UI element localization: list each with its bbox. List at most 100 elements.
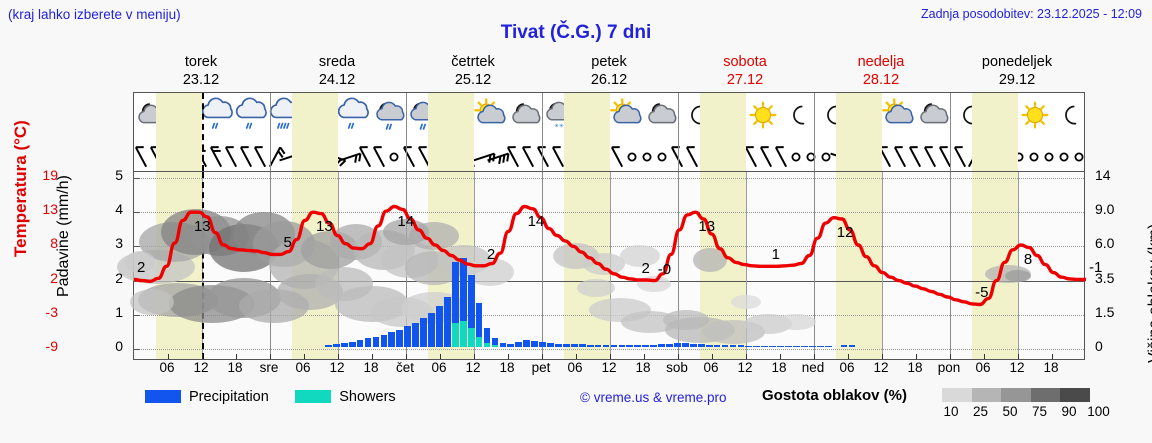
horizontal-gridline bbox=[134, 280, 1084, 282]
cloud-density-scale-label: 90 bbox=[1061, 404, 1077, 419]
cloud-height-tick-label: 0 bbox=[1095, 338, 1103, 354]
day-separator bbox=[950, 172, 951, 359]
precipitation-legend-label: Precipitation bbox=[189, 388, 269, 405]
weather-icon-cloud-rain bbox=[336, 97, 374, 135]
wind-barb bbox=[367, 139, 391, 172]
precipitation-bar bbox=[325, 345, 332, 347]
x-axis-tick bbox=[916, 354, 917, 359]
x-axis-tick-label: pon bbox=[937, 360, 961, 375]
axis-tick bbox=[134, 246, 140, 248]
x-axis-tick-label: 06 bbox=[975, 360, 991, 375]
wind-barb bbox=[219, 139, 243, 172]
precipitation-bar bbox=[547, 342, 554, 347]
precipitation-bar bbox=[737, 345, 745, 347]
precipitation-bar bbox=[380, 335, 388, 347]
current-time-line bbox=[202, 93, 204, 171]
precipitation-bar bbox=[451, 261, 459, 347]
x-axis-tick bbox=[406, 354, 407, 359]
wind-calm-symbol bbox=[1052, 139, 1076, 172]
precipitation-bar bbox=[396, 329, 404, 347]
temperature-tick-label: -3 bbox=[45, 303, 58, 320]
x-axis-tick bbox=[950, 354, 951, 359]
weather-icon-moon-cloud-rain bbox=[370, 97, 408, 135]
daylight-band bbox=[972, 93, 1018, 171]
precipitation-bar bbox=[515, 341, 523, 347]
temperature-tick-label: 19 bbox=[42, 167, 58, 183]
precipitation-bar bbox=[475, 302, 483, 347]
daylight-band bbox=[564, 93, 610, 171]
wind-barb bbox=[948, 139, 972, 172]
x-axis-tick bbox=[678, 354, 679, 359]
x-axis-tick-label: 12 bbox=[873, 360, 889, 375]
wind-barb bbox=[501, 139, 525, 172]
wind-barb bbox=[263, 139, 287, 172]
horizontal-gridline bbox=[134, 212, 1084, 214]
x-axis-tick-label: sob bbox=[666, 360, 688, 375]
day-date-label: 23.12 bbox=[182, 72, 220, 88]
temperature-tick-label: 2 bbox=[50, 269, 58, 286]
wind-calm-symbol bbox=[382, 139, 406, 172]
x-axis-labels: 06 12 18 sre 06 12 18 čet 06 12 18 pet 06 12 18 sob 06 12… bbox=[133, 360, 1085, 378]
day-name-label: torek bbox=[184, 54, 218, 70]
temperature-tick-label: 13 bbox=[42, 201, 58, 218]
showers-bar bbox=[451, 323, 459, 347]
cloud-density-scale-step bbox=[1001, 388, 1031, 402]
precipitation-bar bbox=[499, 342, 507, 347]
precipitation-bar bbox=[602, 344, 610, 347]
weather-icon-sun-cloud bbox=[608, 97, 646, 135]
noon-gridline bbox=[882, 172, 883, 359]
precipitation-bar bbox=[824, 346, 832, 347]
showers-bar bbox=[483, 342, 491, 347]
precipitation-bar bbox=[586, 344, 594, 347]
x-axis-tick-label: 06 bbox=[295, 360, 311, 375]
temperature-value-label: 14 bbox=[527, 212, 545, 230]
temperature-value-label: -0 bbox=[657, 260, 672, 278]
precipitation-tick-label: 5 bbox=[115, 167, 123, 183]
cloud-density-scale-labels: 10 25 50 75 90 100 bbox=[936, 404, 1109, 420]
temperature-value-label: 13 bbox=[193, 218, 211, 236]
temperature-value-label: -1 bbox=[1089, 259, 1103, 277]
precipitation-bar bbox=[531, 340, 538, 347]
wind-calm-symbol bbox=[1067, 139, 1091, 172]
x-axis-tick bbox=[440, 354, 441, 359]
cloud-density-scale-label: 75 bbox=[1031, 404, 1048, 419]
day-date-label: 26.12 bbox=[590, 72, 628, 88]
temperature-value-label: 8 bbox=[1023, 251, 1033, 269]
precipitation-swatch bbox=[145, 390, 181, 404]
wind-barb bbox=[353, 139, 377, 172]
precipitation-bar bbox=[356, 340, 364, 347]
x-axis-tick-label: ned bbox=[801, 360, 825, 375]
precipitation-bar bbox=[420, 317, 427, 347]
axis-tick bbox=[134, 349, 140, 350]
day-separator bbox=[814, 172, 815, 359]
precipitation-bar bbox=[539, 341, 546, 347]
day-separator bbox=[950, 93, 951, 171]
x-axis-tick-label: 12 bbox=[737, 360, 753, 375]
precipitation-bar bbox=[650, 344, 657, 347]
weather-icon-sun bbox=[1016, 97, 1054, 135]
x-axis-tick bbox=[576, 354, 577, 359]
weather-icon-moon bbox=[778, 97, 816, 135]
precipitation-bar bbox=[594, 344, 602, 347]
wind-barb-band bbox=[134, 139, 1086, 172]
precipitation-bar bbox=[785, 346, 792, 347]
wind-barb bbox=[234, 139, 258, 172]
forecast-chart[interactable]: ✳ ✳ 13 13 14 14 13 12 8 2 5 2 2 -0 1 -5 -1 19 13 8 2 -3 -9 5 4… bbox=[11, 92, 1152, 363]
precipitation-bar bbox=[404, 326, 412, 347]
wind-calm-symbol bbox=[1037, 139, 1061, 172]
precipitation-bar bbox=[428, 312, 435, 347]
precipitation-bar bbox=[848, 344, 856, 347]
x-axis-tick bbox=[610, 354, 611, 359]
precipitation-bar bbox=[816, 346, 824, 347]
wind-calm-symbol bbox=[620, 139, 644, 172]
daylight-band bbox=[700, 93, 746, 171]
day-name-label: petek bbox=[591, 54, 627, 70]
showers-legend-label: Showers bbox=[339, 388, 396, 405]
precipitation-bar bbox=[372, 336, 380, 347]
wind-barb bbox=[338, 139, 362, 172]
day-separator bbox=[814, 93, 815, 171]
page-title: Tivat (Č.G.) 7 dni bbox=[500, 22, 652, 43]
x-axis-tick-label: 18 bbox=[499, 360, 515, 375]
day-date-label: 27.12 bbox=[726, 72, 764, 88]
noon-gridline bbox=[1018, 172, 1019, 359]
